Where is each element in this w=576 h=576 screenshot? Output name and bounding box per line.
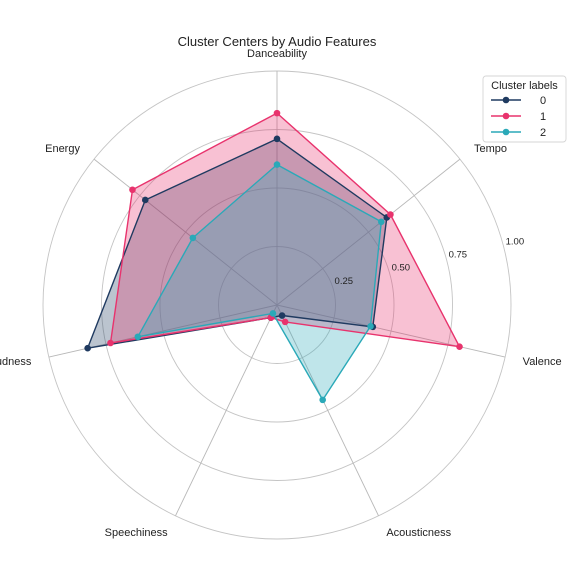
chart-title: Cluster Centers by Audio Features: [178, 34, 377, 49]
tick-labels: 0.25 0.50 0.75 1.00: [335, 237, 525, 287]
axis-label-loudness: Loudness: [0, 356, 32, 368]
legend-label-1: 1: [540, 111, 546, 123]
axis-label-valence: Valence: [523, 356, 562, 368]
cluster-0-point-acousticness: [278, 312, 286, 319]
axis-label-energy: Energy: [45, 143, 80, 155]
tick-label-2: 0.50: [392, 263, 411, 274]
cluster-1-point-acousticness: [281, 318, 289, 326]
axis-label-speechiness: Speechiness: [105, 527, 168, 539]
spoke-tempo: [276, 158, 461, 306]
cluster-2-point-valence: [367, 323, 374, 330]
tick-label-3: 0.75: [449, 250, 468, 261]
series-areas: [87, 113, 460, 400]
axis-label-danceability: Danceability: [247, 48, 307, 60]
legend-marker-0: [502, 96, 510, 104]
cluster-2-line: [137, 163, 382, 401]
cluster-2-point-danceability: [273, 161, 281, 168]
axis-labels: Danceability Tempo Valence Acousticness Spee…: [0, 48, 562, 539]
spoke-acousticness: [276, 304, 379, 517]
legend-box: [482, 75, 567, 143]
cluster-2-point-energy: [189, 234, 197, 242]
legend-title: Cluster labels: [491, 80, 558, 92]
cluster-0-point-danceability: [273, 135, 281, 143]
legend: Cluster labels 0 1 2: [482, 75, 567, 143]
cluster-1-point-energy: [129, 186, 136, 194]
cluster-1-point-loudness: [107, 339, 114, 347]
cluster-0-line: [86, 138, 388, 349]
cluster-2-area: [137, 164, 382, 400]
cluster-1-point-danceability: [273, 109, 281, 117]
cluster-2-point-acousticness: [319, 396, 326, 404]
spoke-energy: [93, 158, 278, 306]
cluster-2-point-loudness: [134, 333, 142, 341]
legend-items: 0 1 2: [491, 95, 546, 139]
cluster-2-point-speechiness: [269, 310, 277, 317]
cluster-2-point-tempo: [377, 218, 385, 226]
cluster-0-point-energy: [141, 196, 149, 204]
legend-label-0: 0: [540, 95, 546, 107]
series-points: [84, 109, 463, 404]
cluster-0-point-loudness: [84, 344, 91, 352]
axis-label-tempo: Tempo: [474, 143, 507, 155]
spoke-valence: [276, 304, 506, 358]
cluster-1-line: [109, 112, 461, 348]
cluster-1-area: [110, 113, 460, 347]
tick-label-4: 1.00: [506, 237, 525, 248]
spoke-speechiness: [175, 304, 278, 517]
series-lines: [86, 112, 461, 401]
cluster-0-area: [87, 138, 387, 349]
tick-label-1: 0.25: [335, 276, 354, 287]
legend-marker-1: [502, 112, 510, 120]
cluster-1-point-valence: [456, 343, 463, 350]
cluster-1-point-tempo: [387, 211, 394, 218]
axis-label-acousticness: Acousticness: [386, 527, 451, 539]
legend-label-2: 2: [540, 127, 546, 139]
legend-marker-2: [502, 128, 510, 136]
